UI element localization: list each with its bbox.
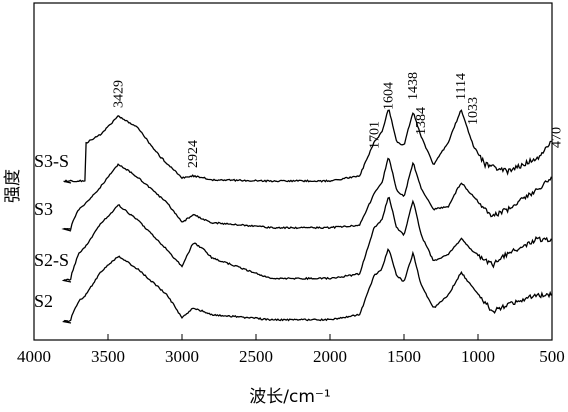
series-line-s2 <box>62 247 553 324</box>
x-tick-label: 2000 <box>313 347 347 366</box>
x-axis-label: 波长/cm⁻¹ <box>249 387 330 407</box>
plot-frame <box>33 2 553 341</box>
x-tick-label: 500 <box>539 347 565 366</box>
series-label-s3: S3 <box>34 199 53 219</box>
peak-label-1384: 1384 <box>414 107 429 135</box>
peak-label-1604: 1604 <box>382 82 397 110</box>
series-line-s3-s <box>63 109 552 184</box>
peak-label-3429: 3429 <box>112 80 127 108</box>
series-label-s2-s: S2-S <box>34 250 69 270</box>
x-tick-label: 3000 <box>165 347 199 366</box>
x-tick-label: 2500 <box>239 347 273 366</box>
peak-label-2924: 2924 <box>186 140 201 168</box>
peak-label-1701: 1701 <box>367 121 382 149</box>
series-label-s2: S2 <box>34 291 53 311</box>
series-line-s3 <box>61 157 553 232</box>
x-tick-label: 4000 <box>17 347 51 366</box>
peak-label-1438: 1438 <box>406 72 421 100</box>
x-tick-label: 1500 <box>387 347 421 366</box>
x-tick-label: 3500 <box>91 347 125 366</box>
peak-label-1114: 1114 <box>454 73 469 100</box>
peak-label-1033: 1033 <box>466 97 481 125</box>
x-tick-label: 1000 <box>461 347 495 366</box>
y-axis-label: 强度 <box>3 169 23 203</box>
peak-label-470: 470 <box>549 127 564 148</box>
series-line-s2-s <box>61 196 552 283</box>
series-label-s3-s: S3-S <box>34 151 69 171</box>
